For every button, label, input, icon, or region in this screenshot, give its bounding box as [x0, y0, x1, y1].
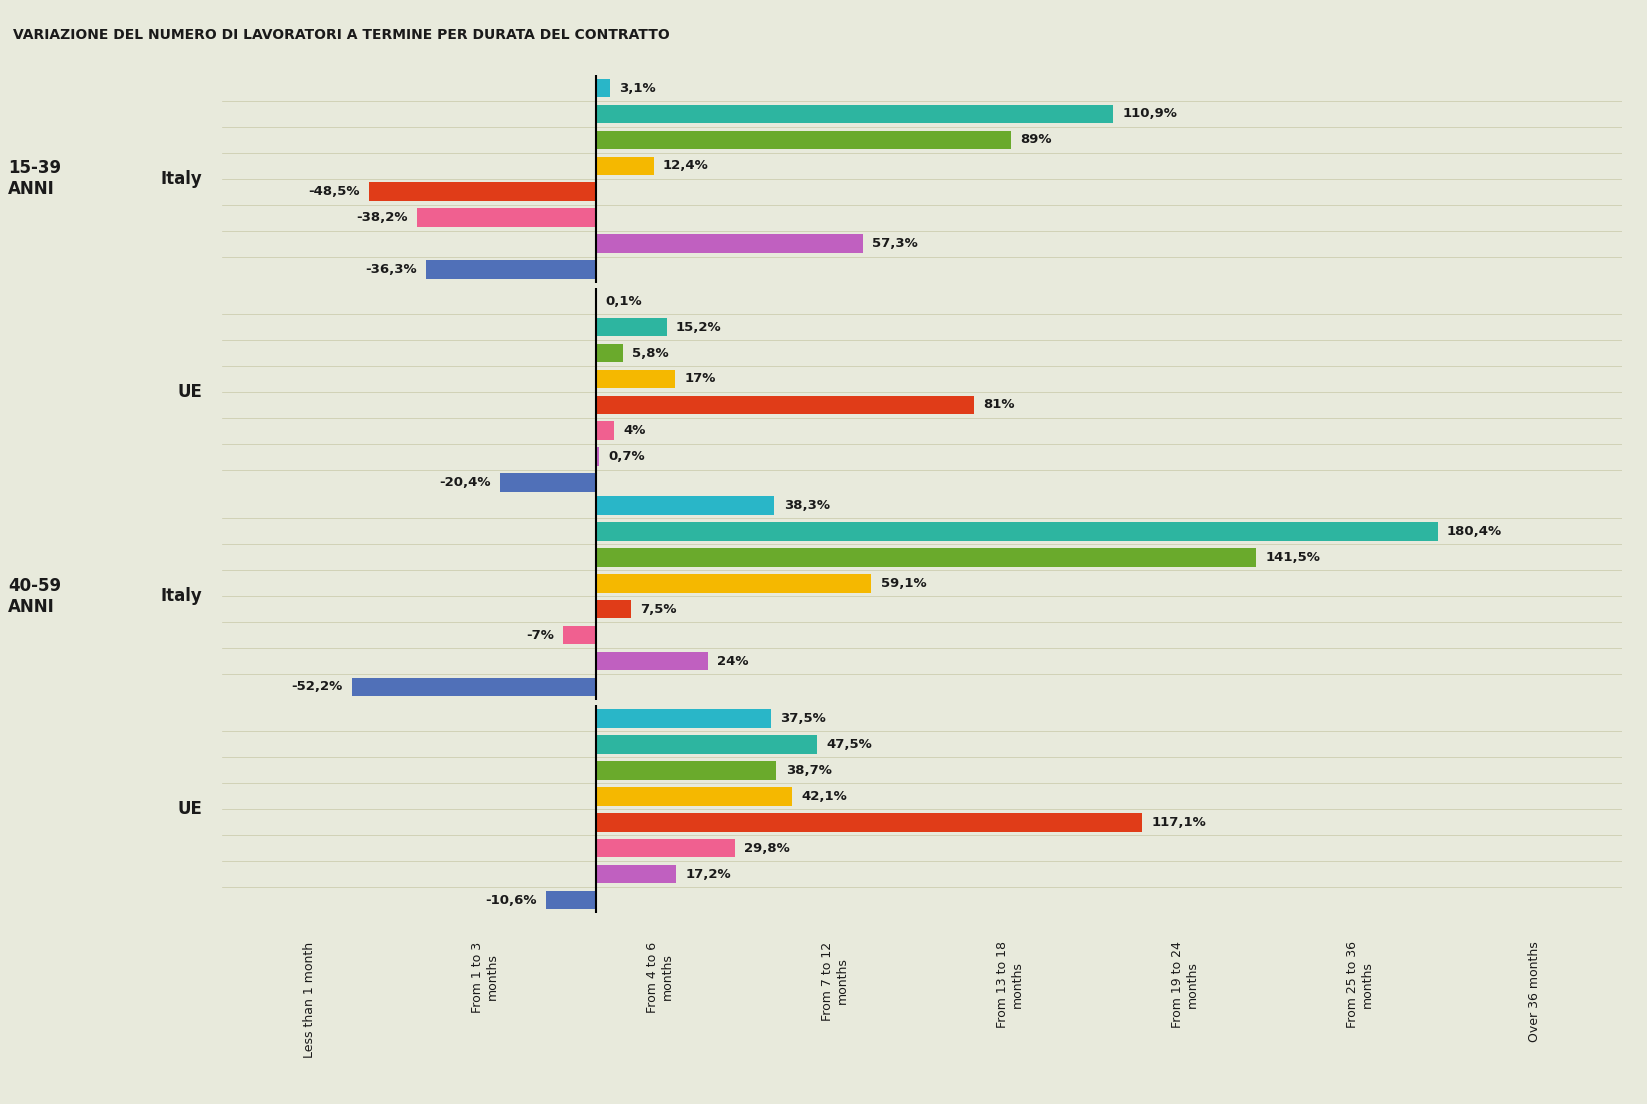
- Text: From 13 to 18
months: From 13 to 18 months: [996, 942, 1024, 1029]
- Text: 117,1%: 117,1%: [1151, 816, 1206, 829]
- Text: -20,4%: -20,4%: [440, 476, 491, 489]
- Bar: [563, 626, 596, 645]
- Bar: [596, 709, 771, 728]
- Bar: [596, 78, 609, 97]
- Bar: [596, 370, 675, 389]
- Text: From 4 to 6
months: From 4 to 6 months: [646, 942, 674, 1012]
- Text: -36,3%: -36,3%: [366, 263, 417, 276]
- Text: 180,4%: 180,4%: [1446, 524, 1502, 538]
- Text: 110,9%: 110,9%: [1123, 107, 1178, 120]
- Text: 0,7%: 0,7%: [608, 450, 646, 464]
- Bar: [596, 651, 708, 670]
- Bar: [596, 548, 1257, 566]
- Bar: [417, 209, 596, 227]
- Text: 38,3%: 38,3%: [784, 499, 830, 512]
- Text: 5,8%: 5,8%: [632, 347, 669, 360]
- Bar: [596, 522, 1438, 541]
- Text: 15,2%: 15,2%: [675, 320, 721, 333]
- Text: 4%: 4%: [624, 424, 646, 437]
- Text: 42,1%: 42,1%: [802, 789, 847, 803]
- Text: 47,5%: 47,5%: [827, 737, 873, 751]
- Bar: [596, 343, 623, 362]
- Bar: [596, 234, 863, 253]
- Text: Less than 1 month: Less than 1 month: [303, 942, 316, 1058]
- Text: 17,2%: 17,2%: [685, 868, 731, 881]
- Text: From 1 to 3
months: From 1 to 3 months: [471, 942, 499, 1012]
- Bar: [596, 813, 1141, 831]
- Text: 29,8%: 29,8%: [744, 841, 791, 854]
- Text: Italy: Italy: [161, 170, 203, 188]
- Bar: [596, 574, 871, 593]
- Bar: [596, 105, 1113, 124]
- Bar: [369, 182, 596, 201]
- Text: -52,2%: -52,2%: [292, 680, 343, 693]
- Text: 59,1%: 59,1%: [881, 576, 926, 590]
- Bar: [596, 318, 667, 337]
- Bar: [596, 735, 817, 754]
- Text: From 25 to 36
months: From 25 to 36 months: [1346, 942, 1374, 1029]
- Text: 15-39
ANNI: 15-39 ANNI: [8, 159, 61, 199]
- Bar: [352, 678, 596, 697]
- Text: -7%: -7%: [525, 628, 553, 641]
- Bar: [596, 761, 776, 779]
- Bar: [596, 422, 614, 440]
- Bar: [547, 891, 596, 910]
- Text: -10,6%: -10,6%: [486, 893, 537, 906]
- Text: 141,5%: 141,5%: [1265, 551, 1321, 564]
- Text: 89%: 89%: [1019, 134, 1052, 147]
- Bar: [596, 496, 774, 514]
- Bar: [596, 839, 735, 858]
- Text: From 19 to 24
months: From 19 to 24 months: [1171, 942, 1199, 1028]
- Text: 57,3%: 57,3%: [873, 237, 917, 251]
- Text: 12,4%: 12,4%: [662, 159, 708, 172]
- Text: Italy: Italy: [161, 587, 203, 605]
- Bar: [596, 447, 600, 466]
- Text: From 7 to 12
months: From 7 to 12 months: [820, 942, 848, 1020]
- Text: -38,2%: -38,2%: [356, 211, 408, 224]
- Text: 17%: 17%: [685, 372, 716, 385]
- Bar: [596, 130, 1011, 149]
- Text: 37,5%: 37,5%: [781, 712, 825, 725]
- Text: 81%: 81%: [983, 399, 1015, 412]
- Text: UE: UE: [178, 383, 203, 401]
- Text: 38,7%: 38,7%: [786, 764, 832, 777]
- Text: VARIAZIONE DEL NUMERO DI LAVORATORI A TERMINE PER DURATA DEL CONTRATTO: VARIAZIONE DEL NUMERO DI LAVORATORI A TE…: [13, 28, 670, 42]
- Text: 0,1%: 0,1%: [606, 295, 642, 308]
- Bar: [596, 787, 792, 806]
- Bar: [596, 157, 654, 176]
- Text: 24%: 24%: [716, 655, 748, 668]
- Bar: [596, 599, 631, 618]
- Bar: [596, 395, 973, 414]
- Text: 7,5%: 7,5%: [641, 603, 677, 616]
- Text: 3,1%: 3,1%: [619, 82, 656, 95]
- Text: Over 36 months: Over 36 months: [1528, 942, 1542, 1042]
- Bar: [427, 261, 596, 279]
- Bar: [596, 864, 675, 883]
- Text: UE: UE: [178, 800, 203, 818]
- Bar: [501, 474, 596, 492]
- Text: -48,5%: -48,5%: [308, 185, 361, 199]
- Text: 40-59
ANNI: 40-59 ANNI: [8, 576, 61, 616]
